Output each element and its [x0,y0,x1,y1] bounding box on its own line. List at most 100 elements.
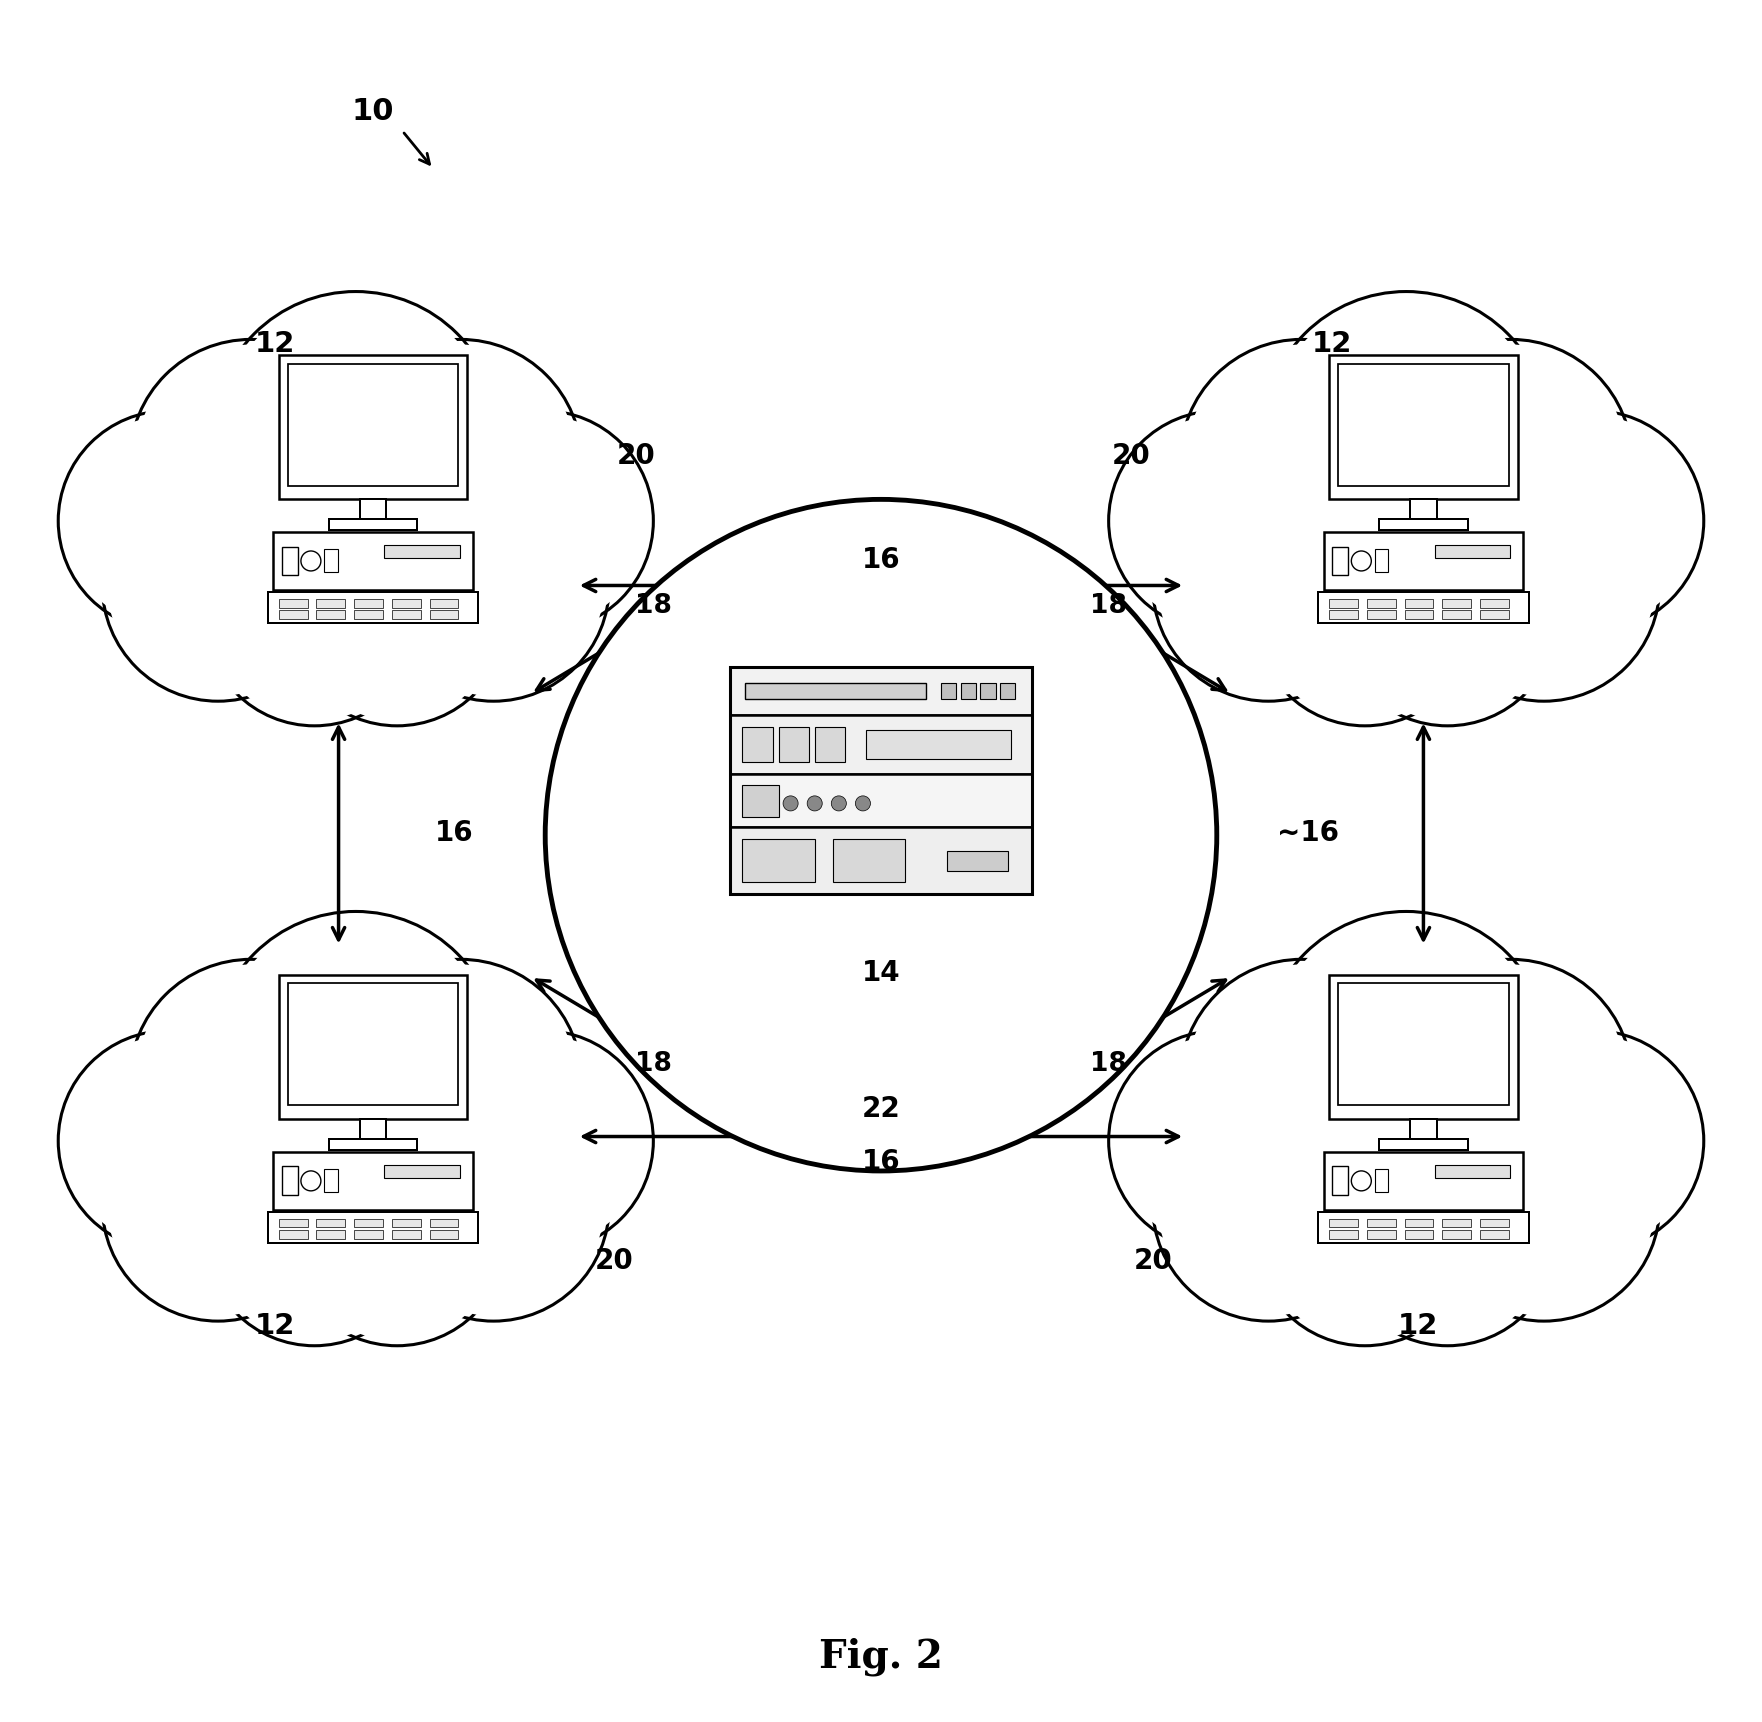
Bar [384,1166,460,1178]
Bar [1434,1166,1510,1178]
Circle shape [1186,964,1418,1197]
Circle shape [1390,339,1632,582]
Bar [282,1166,298,1195]
Circle shape [1260,1130,1470,1340]
Bar [1367,599,1396,608]
Bar [278,1219,308,1228]
Bar [1337,363,1508,486]
Circle shape [213,911,499,1199]
Circle shape [204,1126,425,1347]
Text: 14: 14 [862,959,900,987]
Bar [814,727,844,763]
Bar [324,549,338,572]
Circle shape [1186,344,1418,577]
Bar [729,715,1033,775]
Circle shape [1434,1095,1655,1316]
Bar [354,1219,382,1228]
Circle shape [377,470,610,701]
Circle shape [1429,470,1660,701]
Bar [391,1230,421,1238]
Circle shape [218,377,493,653]
Circle shape [58,1030,278,1250]
Bar [273,1152,472,1211]
Circle shape [1263,291,1549,579]
Bar [1410,1119,1436,1138]
Circle shape [213,992,499,1278]
Circle shape [1158,475,1380,696]
Text: 16: 16 [862,546,900,573]
Circle shape [292,1130,502,1340]
Bar [1404,1230,1434,1238]
Bar [354,1230,382,1238]
Circle shape [1396,344,1626,577]
Bar [1374,1169,1388,1192]
Bar [1367,610,1396,618]
Circle shape [544,499,1218,1171]
Bar [354,610,382,618]
Bar [1367,1230,1396,1238]
Bar [1480,610,1508,618]
Bar [430,1230,458,1238]
Circle shape [832,796,846,811]
Bar [384,546,460,558]
Circle shape [213,372,499,658]
Text: 12: 12 [255,1312,294,1340]
Circle shape [136,344,366,577]
Circle shape [1351,551,1371,572]
Circle shape [439,417,648,627]
Circle shape [1337,506,1558,727]
Circle shape [1484,1030,1704,1250]
Circle shape [58,412,278,632]
Circle shape [1152,470,1385,701]
Bar [1329,355,1517,499]
Circle shape [433,1030,654,1250]
Text: 20: 20 [1112,443,1151,470]
Circle shape [218,916,493,1193]
Circle shape [287,1126,507,1347]
Circle shape [1390,959,1632,1202]
Bar [729,775,1033,828]
Circle shape [210,511,419,720]
Circle shape [301,551,321,572]
Bar [742,839,814,882]
Bar [1367,1219,1396,1228]
Bar [287,983,458,1106]
Circle shape [204,506,425,727]
Circle shape [344,344,576,577]
Bar [359,499,386,518]
Circle shape [1255,506,1475,727]
Text: 18: 18 [636,592,671,620]
Bar [1329,599,1359,608]
Bar [729,668,1033,894]
Bar [430,610,458,618]
Text: 12: 12 [1313,331,1353,358]
Bar [1332,546,1348,575]
Bar [833,839,906,882]
Circle shape [102,470,333,701]
Bar [278,1230,308,1238]
Circle shape [301,1171,321,1192]
Circle shape [1269,296,1544,573]
Circle shape [1263,992,1549,1278]
Bar [960,682,976,699]
Bar [980,682,996,699]
Bar [745,682,927,699]
Circle shape [292,511,502,720]
Circle shape [107,1095,328,1316]
Bar [1380,1138,1468,1150]
Bar [430,1219,458,1228]
Circle shape [1489,417,1699,627]
Circle shape [63,1035,273,1247]
Bar [742,785,779,816]
Text: ~16: ~16 [1277,820,1339,847]
Bar [1480,599,1508,608]
Circle shape [1489,1035,1699,1247]
Bar [1404,599,1434,608]
Text: 10: 10 [352,98,395,126]
Bar [354,599,382,608]
Bar [391,599,421,608]
Circle shape [782,796,798,811]
Circle shape [439,1035,648,1247]
Circle shape [210,1130,419,1340]
Circle shape [1255,1126,1475,1347]
